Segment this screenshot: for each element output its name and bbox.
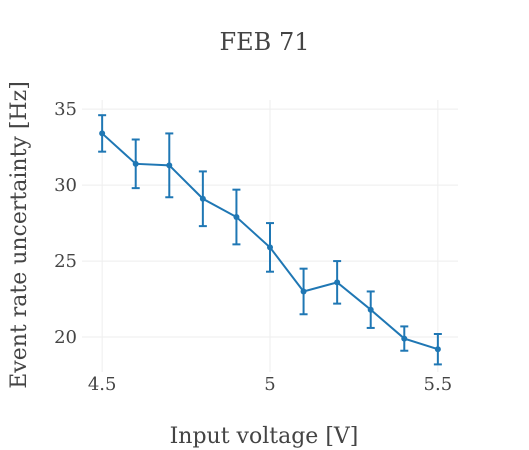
x-axis-label: Input voltage [V] (170, 424, 359, 449)
chart-title: FEB 71 (220, 28, 310, 56)
data-point (99, 130, 106, 137)
data-point (199, 195, 206, 202)
x-tick-label: 5 (264, 374, 275, 395)
data-point (132, 160, 139, 167)
y-tick-label: 30 (54, 175, 77, 196)
data-point (300, 288, 307, 295)
data-point (233, 214, 240, 221)
data-point (401, 335, 408, 342)
y-tick-label: 20 (54, 327, 77, 348)
data-point (367, 306, 374, 313)
tick-labels: 4.5 5 5.5 20 25 30 35 (54, 99, 452, 395)
data-point (434, 346, 441, 353)
x-tick-label: 4.5 (88, 374, 117, 395)
y-tick-label: 25 (54, 251, 77, 272)
series-layer (98, 114, 442, 366)
data-point (166, 162, 173, 169)
data-point (334, 279, 341, 286)
data-point (267, 244, 273, 251)
y-tick-label: 35 (54, 99, 77, 120)
x-tick-label: 5.5 (424, 374, 453, 395)
y-axis-label: Event rate uncertainty [Hz] (7, 81, 32, 389)
